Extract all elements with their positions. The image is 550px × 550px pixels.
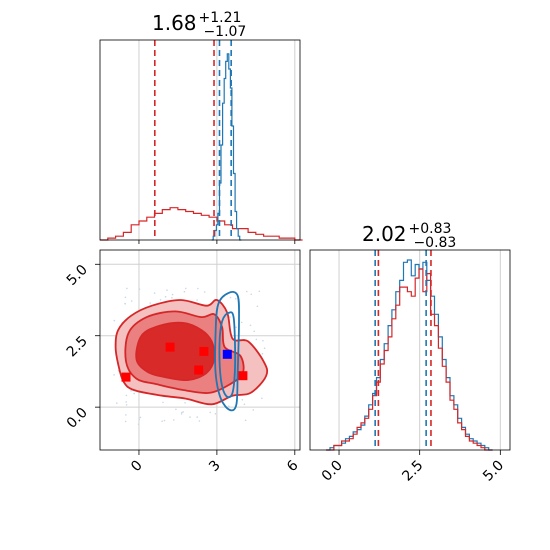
sample-point <box>252 409 255 411</box>
sample-point <box>133 392 135 395</box>
sample-point <box>214 413 217 415</box>
title-x-param: 1.68 +1.21 −1.07 <box>152 10 246 40</box>
sample-point <box>173 419 175 421</box>
marker-red-square-2 <box>199 346 209 356</box>
histogram-blue-x <box>211 53 242 241</box>
sample-point <box>124 296 127 299</box>
sample-point <box>203 291 206 293</box>
x-tick-label-right-0: 0.0 <box>319 458 346 485</box>
sample-point <box>125 394 128 397</box>
sample-point <box>234 298 237 300</box>
sample-point <box>196 416 198 418</box>
sample-point <box>246 290 248 293</box>
histogram-red-x <box>100 207 303 241</box>
sample-point <box>196 299 198 301</box>
y-tick-label-joint-2: 5.0 <box>64 262 91 289</box>
sample-point <box>243 403 246 406</box>
marker-red-square-4 <box>238 371 248 381</box>
title-y-param: 2.02 +0.83 −0.83 <box>362 221 456 251</box>
sample-point <box>166 289 168 292</box>
sample-point <box>130 390 132 392</box>
y-tick-label-joint-0: 0.0 <box>64 405 91 432</box>
contour-blue-inner <box>218 311 237 399</box>
sample-point <box>185 287 187 290</box>
x-tick-label-right-2: 5.0 <box>480 458 507 485</box>
sample-point <box>250 293 252 296</box>
sample-point <box>255 338 258 341</box>
sample-point <box>197 287 199 290</box>
sample-point <box>249 324 252 327</box>
sample-point <box>163 419 166 422</box>
sample-point <box>126 287 128 290</box>
sample-point <box>228 405 230 408</box>
sample-point <box>116 402 118 404</box>
sample-point <box>139 416 142 419</box>
sample-point <box>153 292 156 294</box>
sample-point <box>256 305 259 308</box>
sample-point <box>113 374 115 376</box>
sample-point <box>258 290 261 293</box>
x-tick-label-right-1: 2.5 <box>399 458 426 485</box>
sample-point <box>181 411 183 414</box>
sample-point <box>253 330 255 333</box>
sample-point <box>124 420 127 423</box>
sample-point <box>229 296 232 299</box>
sample-point <box>125 414 127 416</box>
x-tick-label-joint-2: 6 <box>284 457 302 475</box>
sample-point <box>161 420 163 423</box>
sample-point <box>113 319 116 322</box>
sample-point <box>125 401 127 403</box>
sample-point <box>180 413 183 415</box>
sample-point <box>240 321 243 324</box>
x-tick-label-joint-0: 0 <box>128 458 146 476</box>
sample-point <box>261 397 263 400</box>
sample-point <box>182 411 184 413</box>
marker-red-square-1 <box>165 342 175 352</box>
sample-point <box>189 416 191 418</box>
sample-point <box>229 316 231 318</box>
sample-point <box>235 326 237 329</box>
sample-point <box>171 293 174 296</box>
sample-point <box>261 352 264 355</box>
sample-point <box>183 290 186 293</box>
sample-point <box>162 401 164 404</box>
sample-point <box>171 297 173 299</box>
sample-point <box>125 404 128 406</box>
sample-point <box>209 411 211 414</box>
sample-point <box>263 347 266 350</box>
sample-point <box>175 408 177 411</box>
sample-point <box>241 399 244 401</box>
sample-point <box>138 288 141 290</box>
marker-red-square-3 <box>194 365 204 375</box>
x-tick-label-joint-1: 3 <box>206 458 224 476</box>
sample-point <box>124 302 126 305</box>
sample-point <box>244 419 247 422</box>
marginal-histogram-x: 1.68 +1.21 −1.07 <box>99 10 303 244</box>
histogram-red-y <box>326 268 493 451</box>
contour-blue-outer <box>214 290 240 412</box>
sample-point <box>159 299 162 301</box>
sample-point <box>164 295 167 298</box>
sample-point <box>130 300 133 302</box>
y-tick-label-joint-1: 2.5 <box>64 333 91 360</box>
sample-point <box>184 402 186 404</box>
sample-point <box>138 418 141 421</box>
marker-red-square-0 <box>121 372 131 382</box>
axes-frame-top <box>99 39 301 241</box>
sample-point <box>262 339 264 342</box>
joint-contour-plot: 0 3 6 0.0 2.5 5.0 <box>64 249 302 476</box>
axes-frame-right <box>309 249 511 451</box>
marginal-histogram-y: 2.02 +0.83 −0.83 0.0 2.5 5.0 <box>309 221 511 485</box>
sample-point <box>137 423 140 426</box>
sample-point <box>149 302 151 304</box>
histogram-blue-y <box>326 259 493 451</box>
axes-frame-joint <box>99 249 301 451</box>
marker-blue-square <box>222 349 232 359</box>
sample-point <box>198 420 201 422</box>
